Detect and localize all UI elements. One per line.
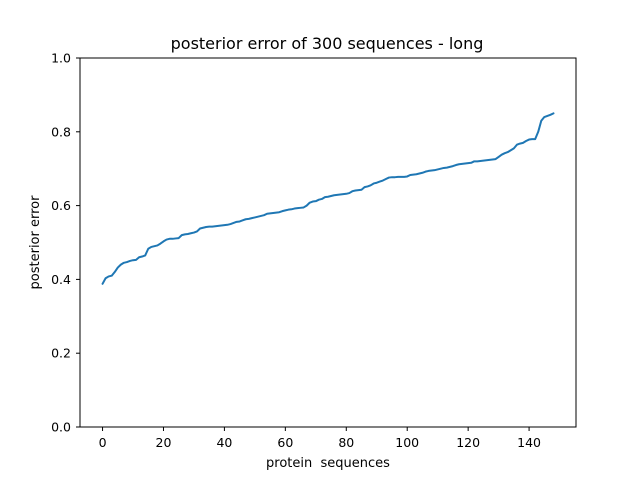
y-tick-label: 1.0 xyxy=(51,51,71,66)
x-axis-label: protein sequences xyxy=(266,456,390,471)
y-tick-label: 0.0 xyxy=(51,420,71,435)
x-tick-label: 20 xyxy=(156,435,172,450)
y-tick-label: 0.4 xyxy=(51,272,71,287)
plot-frame xyxy=(79,57,577,428)
y-tick-label: 0.8 xyxy=(51,124,71,139)
y-tick-label: 0.2 xyxy=(51,346,71,361)
y-axis-label: posterior error xyxy=(28,195,43,290)
x-tick-label: 60 xyxy=(277,435,293,450)
chart-title: posterior error of 300 sequences - long xyxy=(171,34,484,53)
y-axis-ticks: 0.0 0.2 0.4 0.6 0.8 1.0 xyxy=(51,51,80,435)
x-tick-label: 40 xyxy=(216,435,232,450)
x-tick-label: 120 xyxy=(456,435,480,450)
x-tick-label: 80 xyxy=(338,435,354,450)
series-line xyxy=(101,112,555,285)
x-tick-label: 140 xyxy=(517,435,541,450)
x-tick-label: 100 xyxy=(395,435,419,450)
y-tick-label: 0.6 xyxy=(51,198,71,213)
x-axis-ticks: 0 20 40 60 80 100 120 140 xyxy=(99,427,541,450)
x-tick-label: 0 xyxy=(99,435,107,450)
